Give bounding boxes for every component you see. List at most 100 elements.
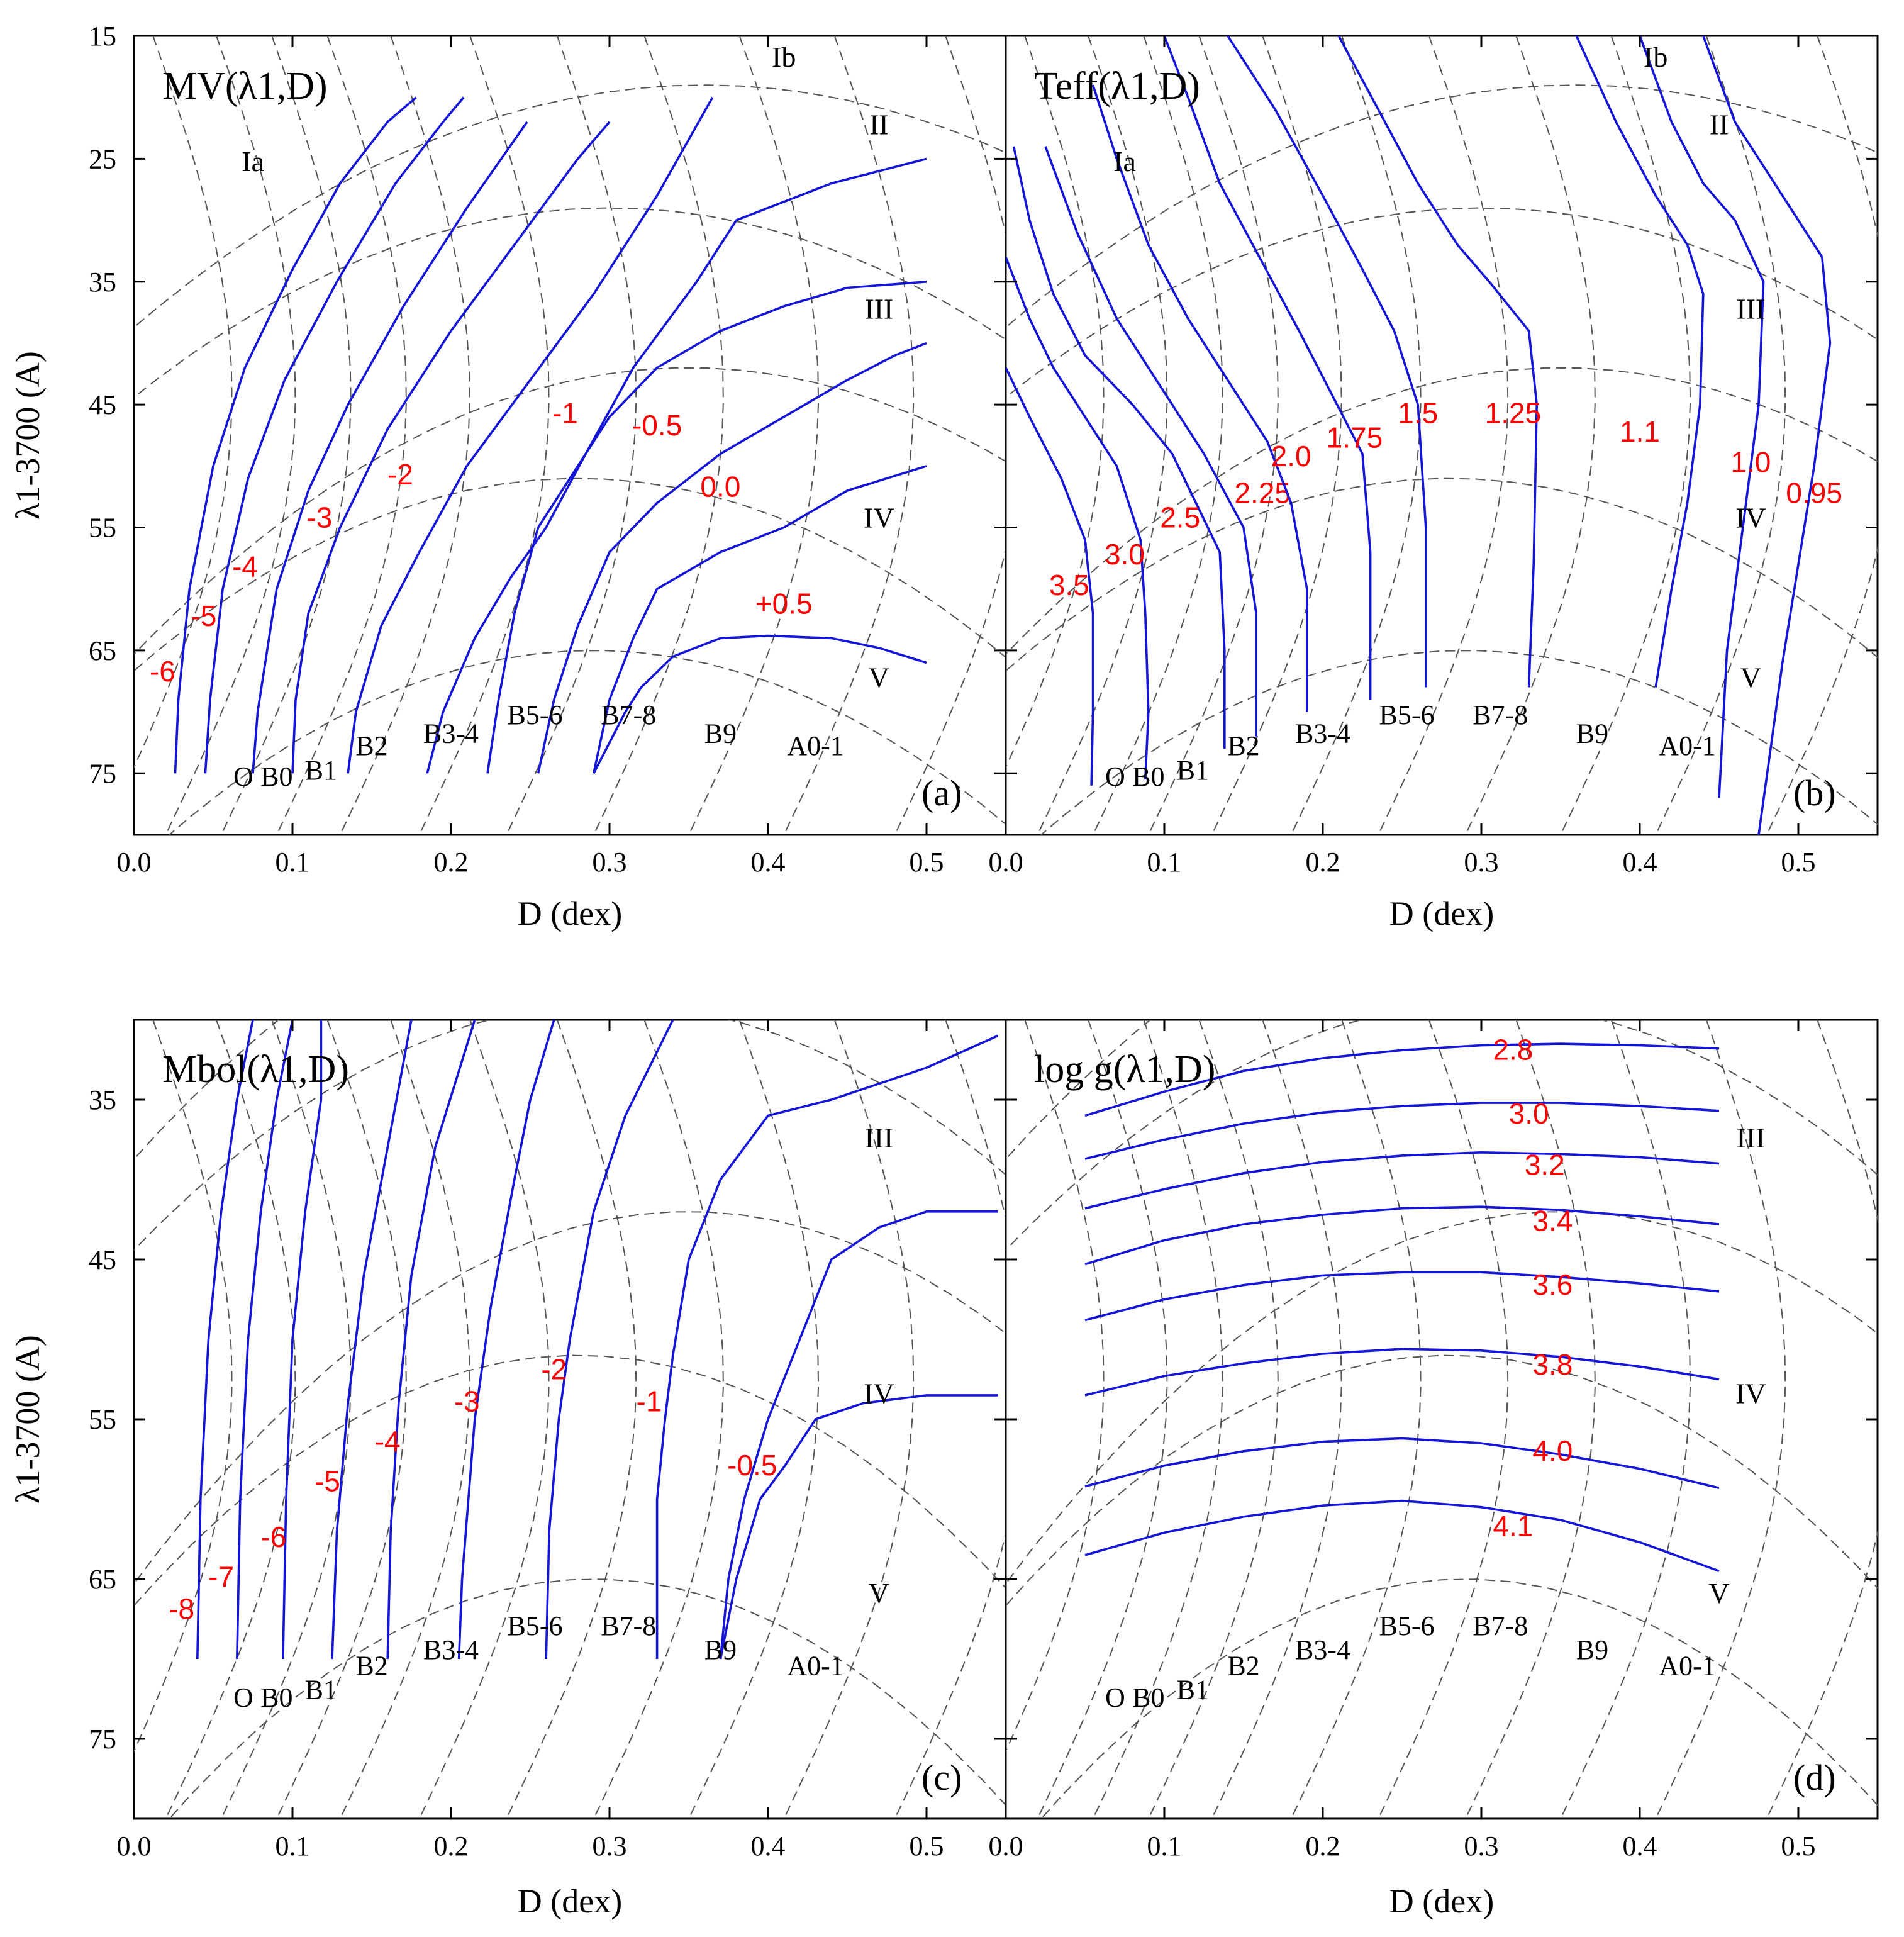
x-tick-label: 0.0 [117,847,152,878]
contour-label: -1 [552,396,578,429]
spectral-type-label: B5-6 [508,700,563,730]
grid-luminosity-line [1006,207,1878,398]
contour-label: 1.0 [1730,446,1771,479]
grid-luminosity-line [134,1020,280,1160]
contour-line [1044,146,1257,737]
luminosity-class-label: IV [864,1378,894,1410]
spectral-type-label: O [1105,1682,1125,1713]
grid-luminosity-line [1006,1020,1878,1251]
luminosity-class-label: V [1708,1577,1729,1609]
x-axis-label-a: D (dex) [518,895,622,932]
contour-line [1337,36,1538,688]
y-tick-label: 65 [89,1564,116,1595]
panel-d-title: log g(λ1,D) [1034,1048,1215,1091]
grid-spectral-line [1092,1020,1223,1819]
contour-label: 2.8 [1493,1034,1533,1066]
grid-spectral-line [134,1020,233,1753]
grid-spectral-line [1037,36,1168,835]
contour-label: 1.5 [1398,396,1438,429]
y-tick-label: 55 [89,513,116,544]
x-tick-label: 0.4 [1623,847,1657,878]
grid-spectral-line [1211,36,1342,835]
contour-label: -0.5 [632,409,682,442]
grid-spectral-line [1560,1020,1691,1819]
spectral-type-label: B5-6 [1379,1610,1435,1641]
spectral-type-label: B7-8 [601,700,656,730]
grid-spectral-line [1464,1020,1596,1819]
y-tick-label: 15 [89,21,116,52]
x-tick-label: 0.4 [751,847,786,878]
y-tick-label: 35 [89,267,116,298]
grid-luminosity-line [134,1354,1006,1607]
grid-spectral-line [165,1020,296,1819]
spectral-type-label: B1 [1177,1675,1209,1705]
x-tick-label: 0.2 [434,1831,469,1862]
panel-d: 2.8 3.0 3.2 3.4 3.6 3.8 4.0 4.1 III IV V O B0 B1 B2 B3… [989,1019,1879,1862]
contour-label: 2.0 [1271,440,1311,472]
grid-spectral-line [1655,1020,1786,1819]
panel-d-letter: (d) [1793,1757,1836,1798]
contour-label: 3.2 [1525,1148,1565,1181]
spectral-type-label: A0-1 [1659,1650,1715,1681]
contour-line [1575,36,1705,688]
grid-luminosity-line [1006,367,1878,656]
x-tick-label: 0.4 [751,1831,786,1862]
grid-spectral-line [339,1020,470,1819]
x-axis-label-d: D (dex) [1389,1882,1494,1920]
contour-label: -3 [306,501,332,534]
contour-line [282,1020,323,1660]
panel-b-contours: 3.5 3.0 2.5 2.25 2.0 1.75 1.5 1.25 1.1 1.0 0.95 [1006,36,1842,835]
grid-spectral-line [1037,1020,1168,1819]
spectral-type-label: B1 [305,755,337,786]
contour-line [1012,146,1226,749]
contour-label: -8 [169,1593,194,1626]
x-tick-label: 0.0 [989,1831,1023,1862]
grid-spectral-line [1378,1020,1509,1819]
y-axis-label-bottom: λ1-3700 (A) [9,1335,47,1504]
grid-spectral-line [165,36,296,835]
luminosity-class-label: III [1736,293,1765,325]
panel-d-contours: 2.8 3.0 3.2 3.4 3.6 3.8 4.0 4.1 [1084,1034,1720,1572]
contour-line [1006,367,1094,786]
grid-luminosity-line [1006,1354,1878,1607]
contour-line [1702,36,1832,835]
contour-line [593,465,927,774]
contour-line [1084,1102,1720,1160]
contour-line [537,342,927,774]
contour-label: -5 [191,600,216,632]
contour-line [236,1020,294,1660]
y-tick-label: 75 [89,758,116,789]
grid-spectral-line [506,1020,637,1819]
grid-spectral-line [593,1020,724,1819]
contour-label: -6 [150,655,175,688]
panel-a-grid [134,36,1006,835]
grid-spectral-line [593,36,724,835]
grid-spectral-line [276,36,407,835]
spectral-type-label: O [233,1682,253,1713]
grid-luminosity-line [134,367,1006,656]
contour-line [545,1020,674,1660]
luminosity-class-label: III [864,293,893,325]
grid-luminosity-line [1040,1578,1878,1819]
panel-c: -8 -7 -6 -5 -4 -3 -2 -1 -0.5 III IV V O B0 B1 B2 B3-4 B5… [89,1019,1007,1862]
grid-spectral-line [1766,36,1878,835]
spectral-type-label: B2 [355,1650,387,1681]
contour-label: -1 [637,1385,662,1417]
luminosity-class-label: V [1740,662,1761,694]
grid-spectral-line [1006,36,1105,769]
spectral-type-label: A0-1 [787,1650,843,1681]
luminosity-class-label: III [1736,1122,1765,1154]
contour-line [196,1020,254,1660]
contour-label: 2.5 [1160,501,1200,534]
luminosity-class-label: Ib [1644,41,1667,73]
grid-luminosity-line [1006,1020,1152,1160]
y-tick-label: 65 [89,635,116,666]
x-tick-label: 0.4 [1623,1831,1657,1862]
contour-label: +0.5 [755,587,813,620]
x-axis-label-c: D (dex) [518,1882,622,1920]
y-tick-label: 55 [89,1404,116,1435]
luminosity-class-label: IV [1735,1378,1766,1410]
grid-spectral-line [688,1020,820,1819]
